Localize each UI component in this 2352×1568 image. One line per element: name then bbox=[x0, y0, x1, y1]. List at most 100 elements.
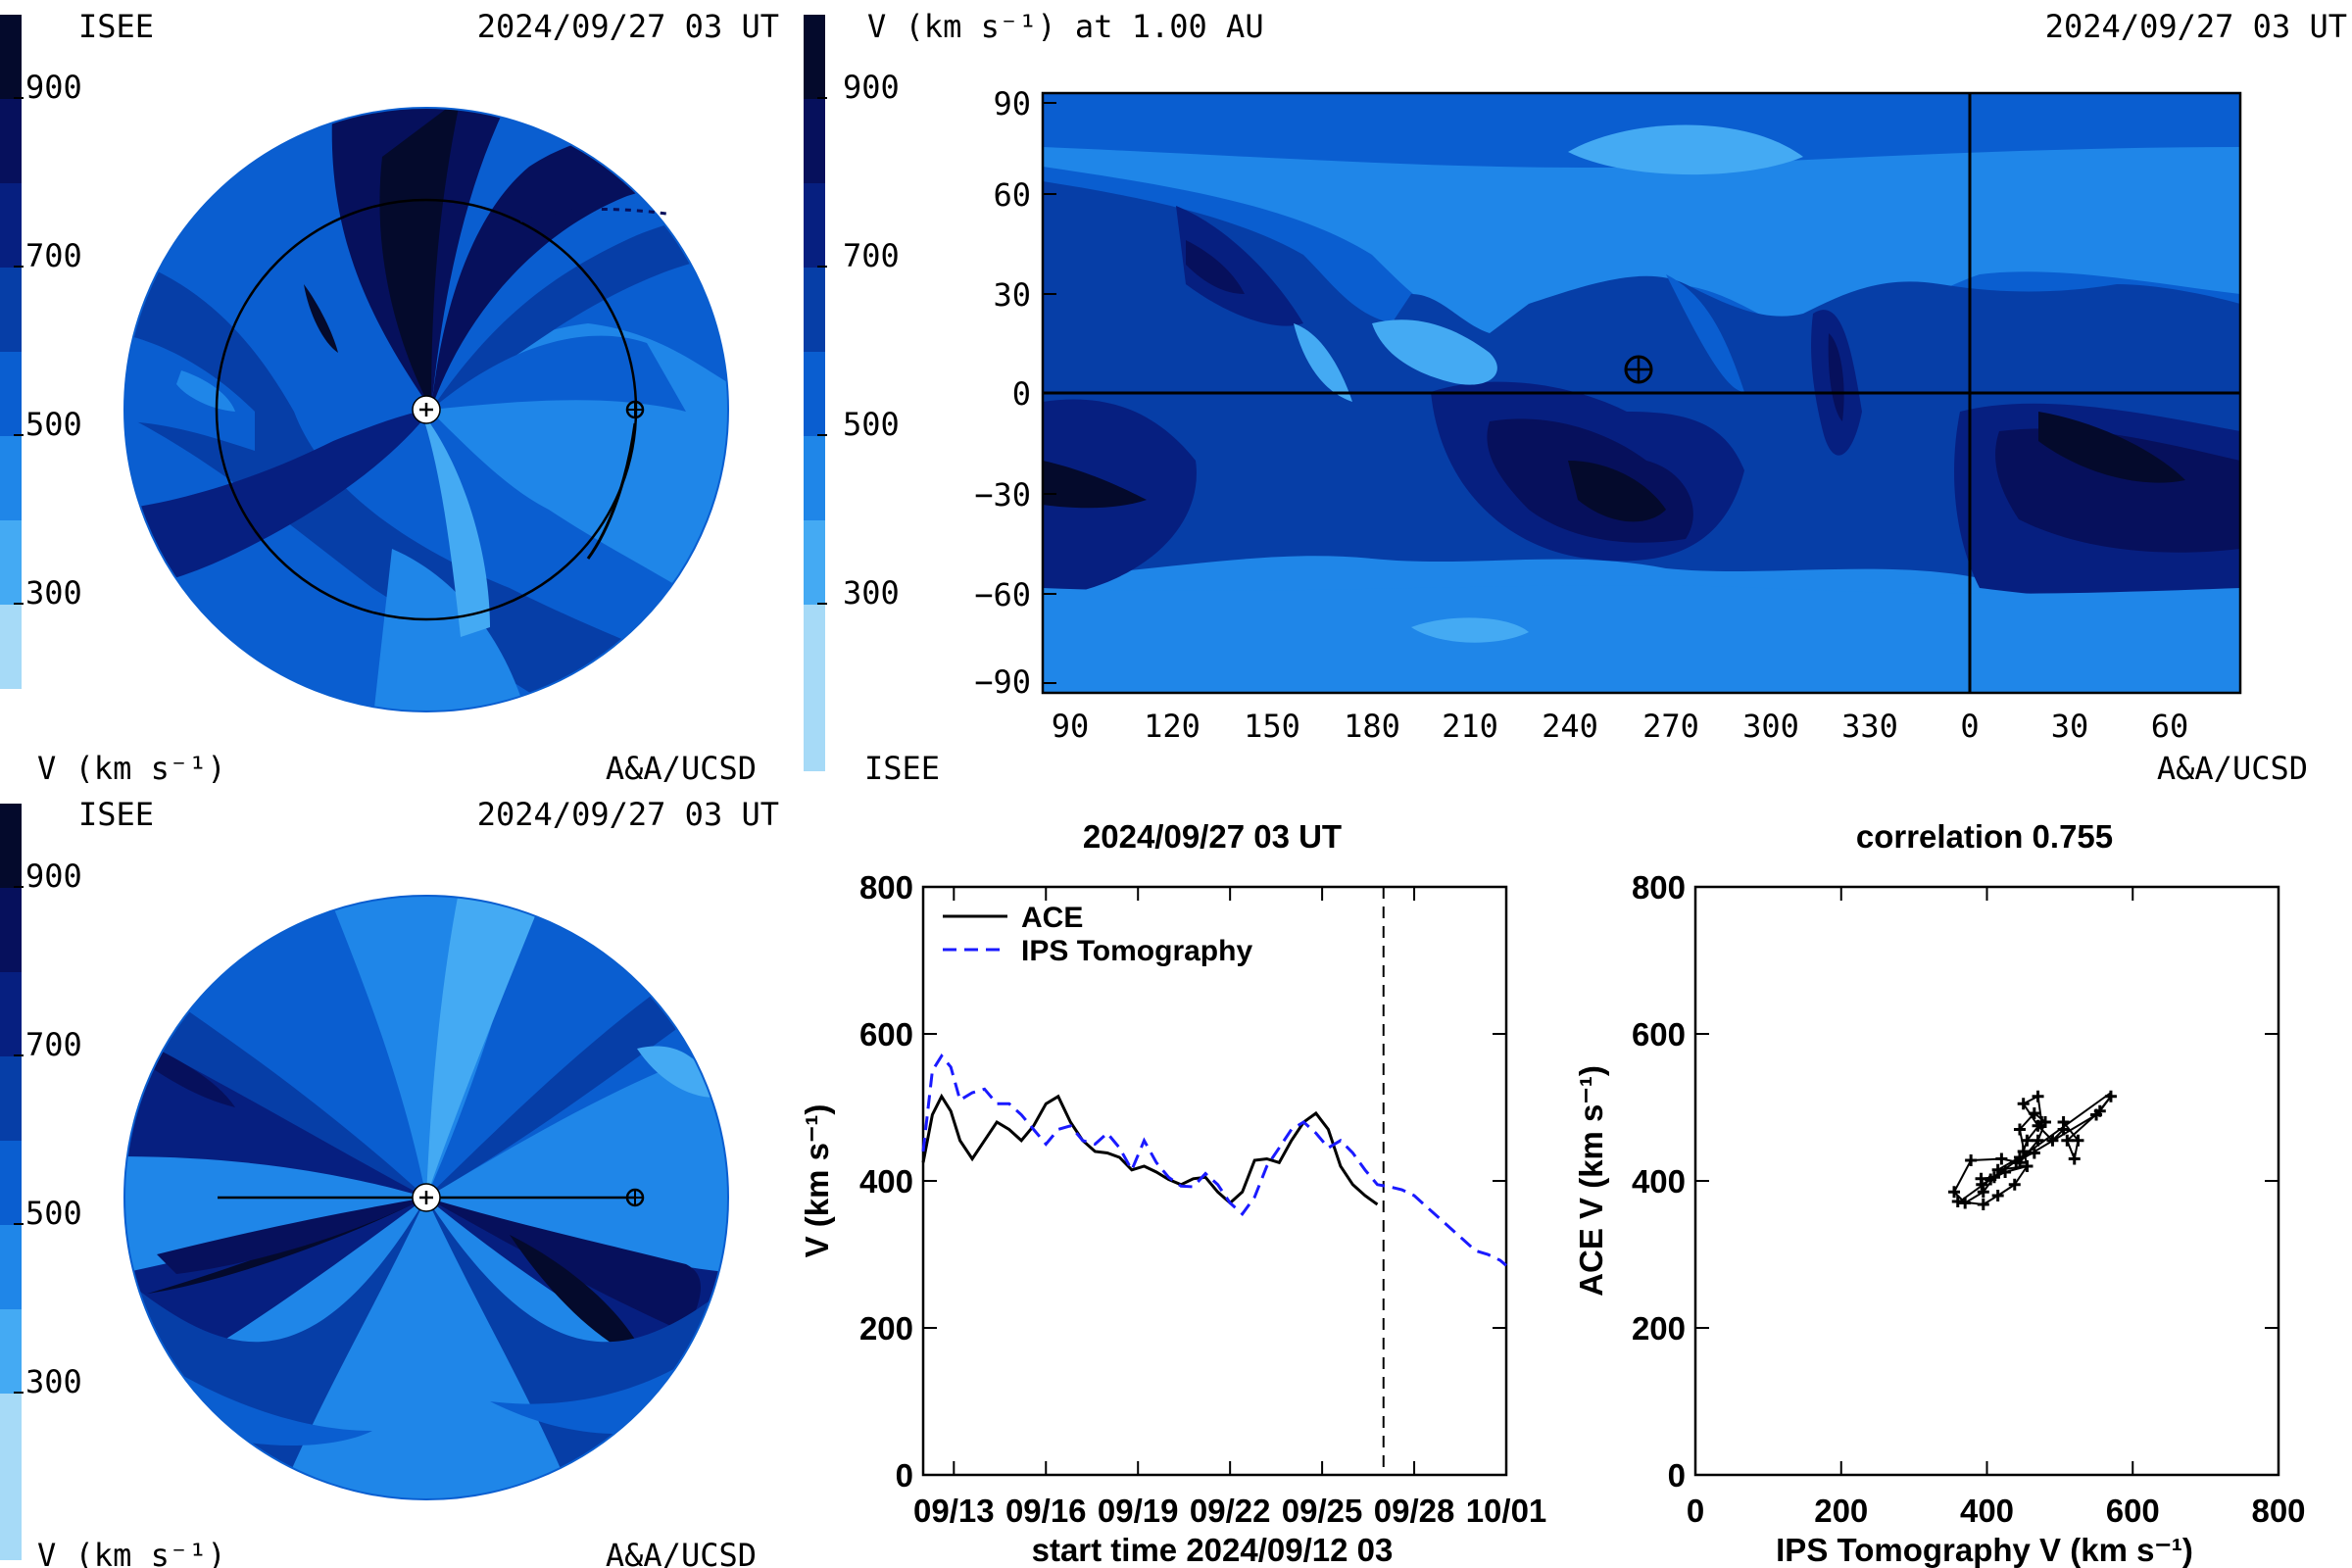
colorbar-tick-700: 700 bbox=[25, 1026, 82, 1063]
lon-tick-label: 240 bbox=[1542, 708, 1598, 745]
x-tick-label: 09/28 bbox=[1374, 1493, 1455, 1529]
lat-tick-label: 90 bbox=[993, 85, 1031, 122]
panel-label-isee: ISEE bbox=[78, 796, 154, 833]
y-axis-title: ACE V (km s⁻¹) bbox=[1573, 1065, 1609, 1297]
y-tick-label: 800 bbox=[1632, 869, 1686, 906]
lat-axis: 90 60 30 0 −30 −60 −90 bbox=[974, 85, 1056, 701]
synoptic-map: 900 700 500 300 V (km s⁻¹) at 1.00 AU 20… bbox=[804, 8, 2347, 787]
scatter-chart: correlation 0.755 0 200 400 600 800 0 200 400 6… bbox=[1573, 818, 2306, 1568]
map-credit-label: A&A/UCSD bbox=[2157, 750, 2308, 787]
scatter-connector bbox=[2036, 1125, 2054, 1142]
colorbar-top-right: 900 700 500 300 bbox=[804, 15, 900, 771]
units-label: V (km s⁻¹) bbox=[37, 1537, 226, 1568]
colorbar-tick-700: 700 bbox=[25, 237, 82, 274]
earth-marker-map bbox=[1624, 355, 1653, 384]
legend-label-ips: IPS Tomography bbox=[1021, 935, 1252, 967]
lon-tick-label: 0 bbox=[1960, 708, 1979, 745]
lat-tick-label: 60 bbox=[993, 176, 1031, 214]
lon-tick-label: 270 bbox=[1642, 708, 1699, 745]
y-tick-label: 800 bbox=[859, 869, 913, 906]
x-tick-label: 800 bbox=[2251, 1493, 2305, 1529]
lon-tick-label: 90 bbox=[1052, 708, 1090, 745]
colorbar-tick-500: 500 bbox=[25, 1195, 82, 1232]
scatter-point bbox=[1951, 1196, 1964, 1207]
polar-view-bottom: 900 700 500 300 bbox=[0, 796, 779, 1568]
y-tick-label: 400 bbox=[1632, 1163, 1686, 1200]
lon-tick-label: 300 bbox=[1742, 708, 1799, 745]
x-tick-label: 09/13 bbox=[913, 1493, 995, 1529]
colorbar-tick-300: 300 bbox=[25, 1363, 82, 1400]
y-tick-label: 0 bbox=[1668, 1457, 1686, 1494]
timeseries-chart: 2024/09/27 03 UT 0 200 400 600 800 09/13 09/1… bbox=[799, 818, 1546, 1568]
sun-marker-bottom bbox=[412, 1183, 441, 1212]
scatter-connector bbox=[1982, 1176, 1995, 1193]
y-tick-label: 600 bbox=[859, 1016, 913, 1053]
colorbar-tick-900: 900 bbox=[843, 69, 900, 106]
scatter-connector bbox=[2018, 1129, 2029, 1167]
y-tick-label: 0 bbox=[896, 1457, 913, 1494]
scatter-connector bbox=[2066, 1110, 2101, 1142]
series-line-ips bbox=[921, 1053, 1507, 1267]
x-tick-label: 09/16 bbox=[1005, 1493, 1087, 1529]
earth-marker-bottom bbox=[625, 1188, 645, 1207]
scatter-connector bbox=[2062, 1121, 2080, 1142]
lon-tick-label: 120 bbox=[1144, 708, 1200, 745]
lat-tick-label: −30 bbox=[974, 476, 1031, 514]
timestamp: 2024/09/27 03 UT bbox=[477, 796, 779, 833]
y-axis-title: V (km s⁻¹) bbox=[799, 1104, 835, 1258]
map-label-isee: ISEE bbox=[864, 750, 940, 787]
lat-tick-label: −90 bbox=[974, 663, 1031, 701]
timestamp: 2024/09/27 03 UT bbox=[477, 8, 779, 45]
x-tick-label: 10/01 bbox=[1466, 1493, 1547, 1529]
scatter-connector bbox=[2013, 1165, 2029, 1186]
x-tick-label: 0 bbox=[1687, 1493, 1704, 1529]
x-tick-label: 200 bbox=[1814, 1493, 1868, 1529]
y-tick-label: 200 bbox=[1632, 1310, 1686, 1347]
colorbar-tick-700: 700 bbox=[843, 237, 900, 274]
x-tick-label: 400 bbox=[1960, 1493, 2014, 1529]
lon-tick-label: 30 bbox=[2051, 708, 2089, 745]
timeseries-title: 2024/09/27 03 UT bbox=[1083, 818, 1342, 855]
lat-tick-label: −60 bbox=[974, 576, 1031, 613]
x-axis-title: start time 2024/09/12 03 bbox=[1032, 1532, 1394, 1568]
scatter-connector bbox=[1964, 1191, 1984, 1204]
lon-tick-label: 330 bbox=[1841, 708, 1898, 745]
credit-label: A&A/UCSD bbox=[606, 1537, 757, 1568]
lon-axis: 90 120 150 180 210 240 270 300 330 0 30 … bbox=[1052, 708, 2189, 745]
scatter-title: correlation 0.755 bbox=[1856, 818, 2113, 855]
x-tick-label: 09/19 bbox=[1098, 1493, 1179, 1529]
x-tick-label: 600 bbox=[2106, 1493, 2160, 1529]
lon-tick-label: 210 bbox=[1442, 708, 1498, 745]
map-title: V (km s⁻¹) at 1.00 AU bbox=[867, 8, 1264, 45]
x-axis-title: IPS Tomography V (km s⁻¹) bbox=[1776, 1532, 2193, 1568]
colorbar-bottom-left: 900 700 500 300 bbox=[0, 804, 82, 1560]
series-line-ace bbox=[921, 1093, 1379, 1206]
legend-label-ace: ACE bbox=[1021, 902, 1083, 934]
lon-tick-label: 150 bbox=[1244, 708, 1300, 745]
earth-marker-top bbox=[625, 400, 645, 419]
panel-label-isee: ISEE bbox=[78, 8, 154, 45]
x-tick-label: 09/25 bbox=[1282, 1493, 1363, 1529]
lat-tick-label: 0 bbox=[1012, 375, 1031, 413]
y-tick-label: 400 bbox=[859, 1163, 913, 1200]
scatter-connector bbox=[1997, 1183, 2016, 1197]
units-label: V (km s⁻¹) bbox=[37, 750, 226, 787]
scatter-connector bbox=[2019, 1140, 2039, 1163]
colorbar-top-left: 900 700 500 300 bbox=[0, 15, 82, 689]
legend: ACE IPS Tomography bbox=[943, 902, 1252, 967]
colorbar-tick-300: 300 bbox=[25, 574, 82, 612]
map-timestamp: 2024/09/27 03 UT bbox=[2045, 8, 2347, 45]
lon-tick-label: 180 bbox=[1344, 708, 1400, 745]
colorbar-tick-500: 500 bbox=[25, 406, 82, 443]
colorbar-tick-900: 900 bbox=[25, 858, 82, 895]
scatter-connector bbox=[2026, 1121, 2043, 1142]
y-tick-label: 200 bbox=[859, 1310, 913, 1347]
sun-marker-top bbox=[412, 395, 441, 424]
lat-tick-label: 30 bbox=[993, 276, 1031, 314]
credit-label: A&A/UCSD bbox=[606, 750, 757, 787]
scatter-connector bbox=[1953, 1159, 1973, 1193]
lon-tick-label: 60 bbox=[2151, 708, 2189, 745]
scatter-connector bbox=[1997, 1156, 2021, 1171]
scatter-connector bbox=[2098, 1096, 2112, 1112]
